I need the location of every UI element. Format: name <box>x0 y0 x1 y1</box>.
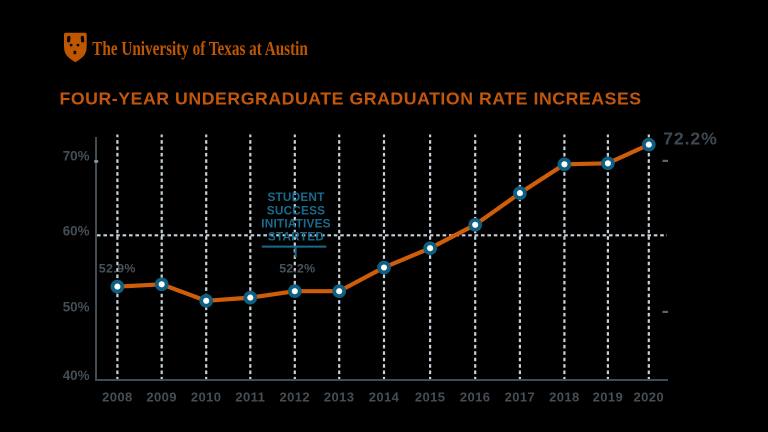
svg-text:STARTED: STARTED <box>268 230 325 244</box>
svg-text:2018: 2018 <box>549 389 580 404</box>
svg-text:The University of Texas at Aus: The University of Texas at Austin <box>92 38 308 60</box>
svg-text:60%: 60% <box>63 224 90 239</box>
svg-text:INITIATIVES: INITIATIVES <box>261 217 331 231</box>
svg-text:72.2%: 72.2% <box>663 129 718 149</box>
svg-text:SUCCESS: SUCCESS <box>267 204 325 218</box>
svg-text:FOUR-YEAR UNDERGRADUATE GRADUA: FOUR-YEAR UNDERGRADUATE GRADUATION RATE … <box>60 89 642 109</box>
svg-text:2020: 2020 <box>634 389 665 404</box>
svg-text:2016: 2016 <box>460 389 491 404</box>
svg-text:70%: 70% <box>63 149 90 164</box>
svg-text:52.2%: 52.2% <box>279 261 315 275</box>
svg-text:2013: 2013 <box>324 389 355 404</box>
svg-text:2011: 2011 <box>235 389 265 404</box>
svg-text:2008: 2008 <box>102 389 133 404</box>
svg-text:40%: 40% <box>63 368 90 383</box>
svg-text:2009: 2009 <box>146 389 177 404</box>
svg-text:2019: 2019 <box>593 389 624 404</box>
svg-text:50%: 50% <box>63 300 90 315</box>
svg-text:2014: 2014 <box>369 389 400 404</box>
svg-text:2012: 2012 <box>280 389 311 404</box>
svg-text:STUDENT: STUDENT <box>267 190 325 204</box>
svg-text:2010: 2010 <box>191 389 222 404</box>
svg-text:2015: 2015 <box>415 389 446 404</box>
svg-text:2017: 2017 <box>505 389 536 404</box>
svg-text:52.9%: 52.9% <box>99 261 136 275</box>
